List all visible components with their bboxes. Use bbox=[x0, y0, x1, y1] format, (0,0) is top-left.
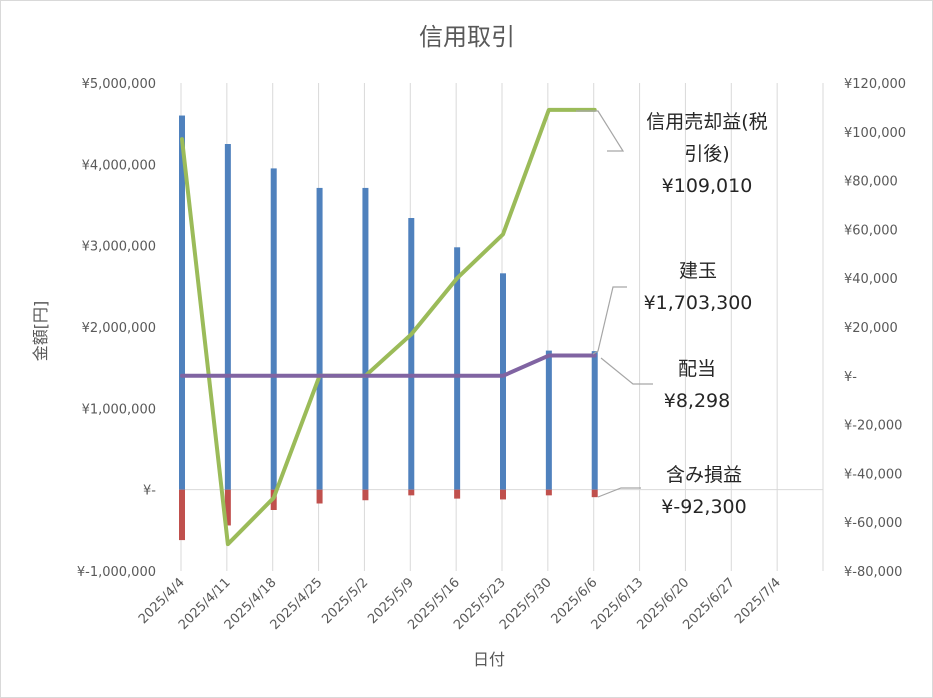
y2-tick-label: ¥-40,000 bbox=[844, 467, 902, 482]
line-series bbox=[180, 107, 597, 547]
bar bbox=[545, 350, 552, 490]
callout-position-label: 建玉 bbox=[679, 260, 717, 282]
bar bbox=[362, 187, 369, 490]
y-tick-label: ¥4,000,000 bbox=[82, 158, 156, 173]
y2-tick-label: ¥-60,000 bbox=[844, 516, 902, 531]
callout-position-value: ¥1,703,300 bbox=[644, 292, 753, 314]
y2-tick-label: ¥120,000 bbox=[844, 77, 906, 92]
callout-profit-value: ¥109,010 bbox=[662, 175, 753, 197]
bar bbox=[408, 489, 415, 496]
bar bbox=[270, 168, 277, 490]
callout-leaders bbox=[576, 110, 653, 498]
x-tick-label: 2025/7/4 bbox=[732, 575, 784, 627]
y2-tick-label: ¥- bbox=[844, 370, 857, 385]
y-axis-title: 金額[円] bbox=[31, 301, 50, 362]
y-tick-label: ¥1,000,000 bbox=[82, 402, 156, 417]
series-line bbox=[180, 353, 597, 378]
y-tick-label: ¥2,000,000 bbox=[82, 321, 156, 336]
bar bbox=[408, 218, 415, 490]
y-tick-label: ¥5,000,000 bbox=[82, 77, 156, 92]
y2-tick-label: ¥40,000 bbox=[844, 272, 898, 287]
y-tick-label: ¥3,000,000 bbox=[82, 240, 156, 255]
left-axis-ticks: ¥5,000,000 ¥4,000,000 ¥3,000,000 ¥2,000,000… bbox=[77, 77, 156, 580]
right-axis-ticks: ¥120,000 ¥100,000 ¥80,000 ¥60,000 ¥40,000 ¥20… bbox=[844, 77, 906, 580]
bar bbox=[224, 489, 231, 526]
bar bbox=[500, 489, 506, 500]
bar bbox=[591, 489, 598, 498]
y2-tick-label: ¥20,000 bbox=[844, 321, 898, 336]
callout-unrealized-value: ¥-92,300 bbox=[661, 496, 746, 518]
callout-profit-line1: 信用売却益(税 bbox=[646, 111, 767, 133]
bar bbox=[362, 489, 369, 501]
bar bbox=[179, 489, 185, 541]
bar bbox=[224, 144, 231, 490]
bar bbox=[591, 351, 598, 490]
y2-tick-label: ¥100,000 bbox=[844, 126, 906, 141]
bar bbox=[545, 489, 552, 496]
bar bbox=[454, 489, 461, 499]
x-tick-label: 2025/5/2 bbox=[319, 575, 371, 627]
callout-profit-line2: 引後) bbox=[684, 143, 729, 165]
y2-tick-label: ¥80,000 bbox=[844, 175, 898, 190]
leader-line-profit bbox=[576, 110, 625, 152]
series-line bbox=[180, 107, 597, 547]
callout-labels: 信用売却益(税 引後) ¥109,010 建玉 ¥1,703,300 配当 ¥8… bbox=[644, 111, 768, 518]
y-tick-label: ¥-1,000,000 bbox=[77, 565, 156, 580]
y-tick-label: ¥- bbox=[143, 484, 156, 499]
bar bbox=[316, 187, 323, 490]
x-axis-title: 日付 bbox=[473, 650, 505, 669]
y2-tick-label: ¥60,000 bbox=[844, 223, 898, 238]
bar bbox=[179, 115, 185, 490]
leader-line-dividend bbox=[600, 357, 653, 385]
bar-series bbox=[179, 115, 598, 541]
x-axis-ticks: 2025/4/42025/4/112025/4/182025/4/252025/… bbox=[136, 575, 784, 633]
y2-tick-label: ¥-20,000 bbox=[844, 419, 902, 434]
bar bbox=[316, 489, 323, 504]
leader-line-unrealized bbox=[597, 487, 641, 498]
callout-dividend-value: ¥8,298 bbox=[664, 390, 730, 412]
bar bbox=[500, 273, 506, 490]
bar bbox=[454, 247, 461, 490]
y2-tick-label: ¥-80,000 bbox=[844, 565, 902, 580]
chart-title: 信用取引 bbox=[419, 23, 515, 51]
callout-unrealized-label: 含み損益 bbox=[666, 464, 742, 486]
callout-dividend-label: 配当 bbox=[678, 358, 716, 380]
leader-line-position bbox=[592, 286, 627, 355]
